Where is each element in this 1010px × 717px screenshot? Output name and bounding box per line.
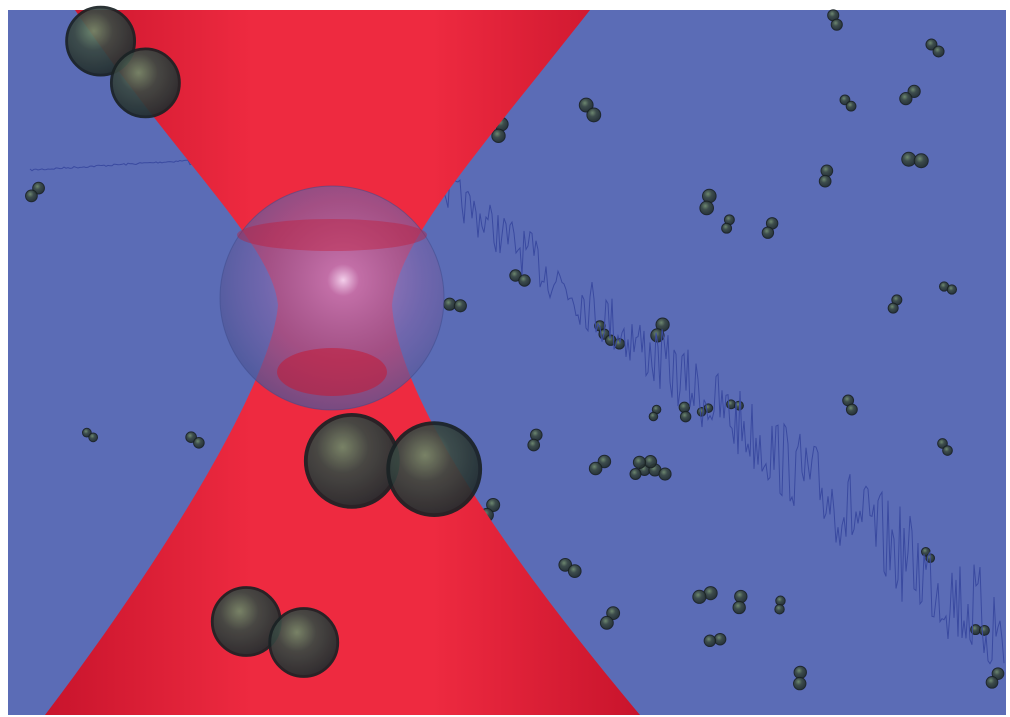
- dimer-atom: [633, 456, 645, 468]
- dimer-atom: [722, 223, 732, 233]
- dimer-atom: [388, 423, 480, 515]
- dimer-atom: [444, 298, 456, 310]
- dimer-atom: [986, 676, 998, 688]
- dimer-atom: [630, 469, 641, 480]
- dimer-atom: [775, 605, 784, 614]
- dimer-atom: [600, 616, 613, 629]
- dimer-atom: [270, 608, 338, 676]
- dimer-atom: [819, 175, 831, 187]
- dimer-atom: [454, 300, 466, 312]
- dimer-atom: [831, 19, 842, 30]
- dimer-atom: [589, 462, 602, 475]
- dimer-atom: [900, 93, 912, 105]
- dimer-atom: [644, 456, 656, 468]
- dimer-atom: [111, 49, 179, 117]
- dimer-atom: [794, 677, 806, 689]
- dimer-atom: [492, 129, 505, 142]
- dimer-atom: [947, 285, 956, 294]
- dimer-atom: [568, 565, 581, 578]
- dimer-atom: [821, 165, 833, 177]
- dimer-atom: [649, 412, 658, 421]
- dimer-atom: [519, 275, 530, 286]
- dimer-atom: [846, 404, 857, 415]
- dimer-atom: [697, 408, 706, 417]
- dimer-atom: [733, 601, 745, 613]
- dimer-atom: [680, 411, 690, 421]
- dimer-atom: [933, 46, 944, 57]
- dimer-atom: [914, 154, 928, 168]
- dimer-atom: [776, 596, 785, 605]
- dimer-atom: [846, 101, 856, 111]
- page: (() => { const ns = 'http://www.w3.org/2…: [0, 0, 1010, 717]
- dimer-atom: [26, 190, 38, 202]
- dimer-atom: [659, 468, 671, 480]
- dimer-atom: [714, 633, 725, 644]
- dimer-atom: [794, 666, 806, 678]
- dimer-atom: [306, 415, 398, 507]
- dimer-atom: [727, 400, 736, 409]
- dimer-atom: [528, 439, 540, 451]
- dimer-atom: [979, 625, 989, 635]
- dimer-atom: [700, 201, 714, 215]
- beam-section: [237, 219, 427, 251]
- dimer-atom: [587, 108, 601, 122]
- dimer-atom: [693, 590, 706, 603]
- dimer-atom: [943, 446, 953, 456]
- dimer-atom: [704, 635, 715, 646]
- illustration: [0, 0, 1010, 717]
- dimer-atom: [194, 437, 205, 448]
- dimer-atom: [89, 433, 98, 442]
- dimer-atom: [679, 402, 689, 412]
- dimer-atom: [735, 590, 747, 602]
- dimer-atom: [888, 303, 898, 313]
- dimer-atom: [902, 152, 916, 166]
- dimer-atom: [702, 189, 716, 203]
- beam-section: [277, 348, 387, 396]
- dimer-atom: [762, 227, 773, 238]
